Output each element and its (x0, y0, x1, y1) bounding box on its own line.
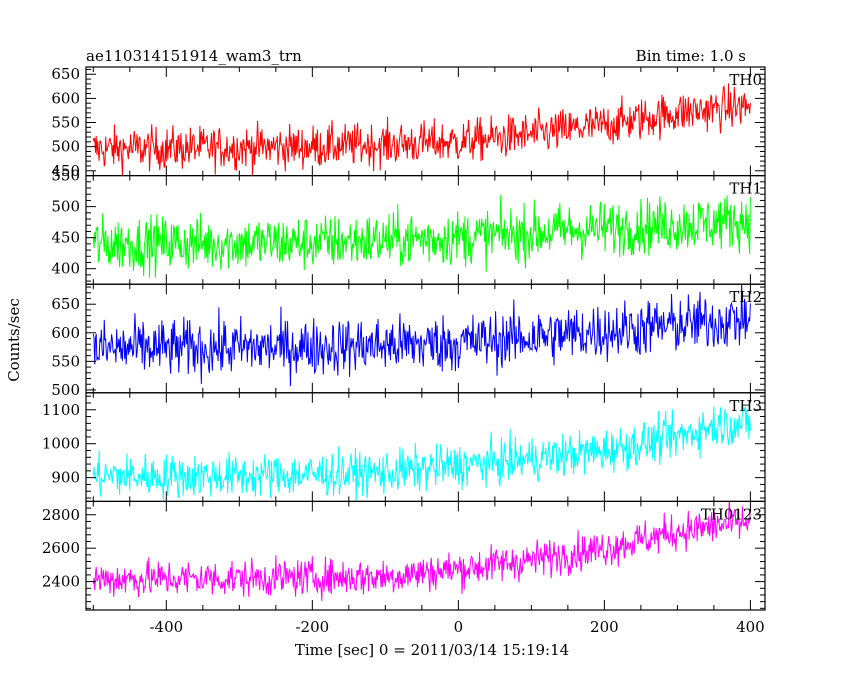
bin-time-label: Bin time: 1.0 s (636, 47, 746, 65)
y-tick-label: 450 (51, 229, 80, 247)
y-tick-label: 500 (51, 198, 80, 216)
y-tick-label: 550 (51, 114, 80, 132)
y-tick-label: 2600 (42, 539, 80, 557)
panel-label-th0123: TH0123 (701, 505, 762, 523)
y-tick-label: 550 (51, 352, 80, 370)
panel-frame (85, 500, 766, 611)
y-tick-label: 600 (51, 324, 80, 342)
y-tick-label: 1100 (42, 401, 80, 419)
panel-frame (85, 66, 766, 177)
series-line-th1 (92, 194, 751, 278)
x-axis-label: Time [sec] 0 = 2011/03/14 15:19:14 (295, 641, 569, 659)
panels-group: 450 500 550 600 650 TH0 400 450 500 550 TH1 500 550 6… (42, 65, 766, 636)
series-line-th2 (92, 284, 751, 387)
y-axis-label: Counts/sec (5, 298, 23, 382)
y-tick-label: 650 (51, 65, 80, 83)
y-tick-label: 1000 (42, 435, 80, 453)
series-line-th0 (92, 83, 751, 176)
series-line-th3 (92, 406, 751, 502)
x-tick-label: 0 (454, 618, 464, 636)
panel-label-th0: TH0 (729, 71, 762, 89)
x-tick-label: -400 (149, 618, 183, 636)
y-tick-label: 650 (51, 295, 80, 313)
series-line-th0123 (92, 501, 751, 601)
y-tick-label: 2400 (42, 573, 80, 591)
y-tick-label: 900 (51, 469, 80, 487)
chart-title: ae110314151914_wam3_trn (86, 47, 302, 65)
x-tick-label: 400 (736, 618, 765, 636)
y-tick-label: 2800 (42, 506, 80, 524)
x-tick-label: -200 (295, 618, 329, 636)
y-tick-label: 600 (51, 89, 80, 107)
y-tick-label: 500 (51, 381, 80, 399)
panel-label-th1: TH1 (729, 180, 762, 198)
panel-label-th3: TH3 (729, 397, 762, 415)
x-tick-label: 200 (590, 618, 619, 636)
panel-label-th2: TH2 (729, 288, 762, 306)
y-tick-label: 500 (51, 138, 80, 156)
y-tick-label: 400 (51, 260, 80, 278)
y-tick-label: 550 (51, 167, 80, 185)
y-tick-label: 450 (51, 162, 80, 180)
